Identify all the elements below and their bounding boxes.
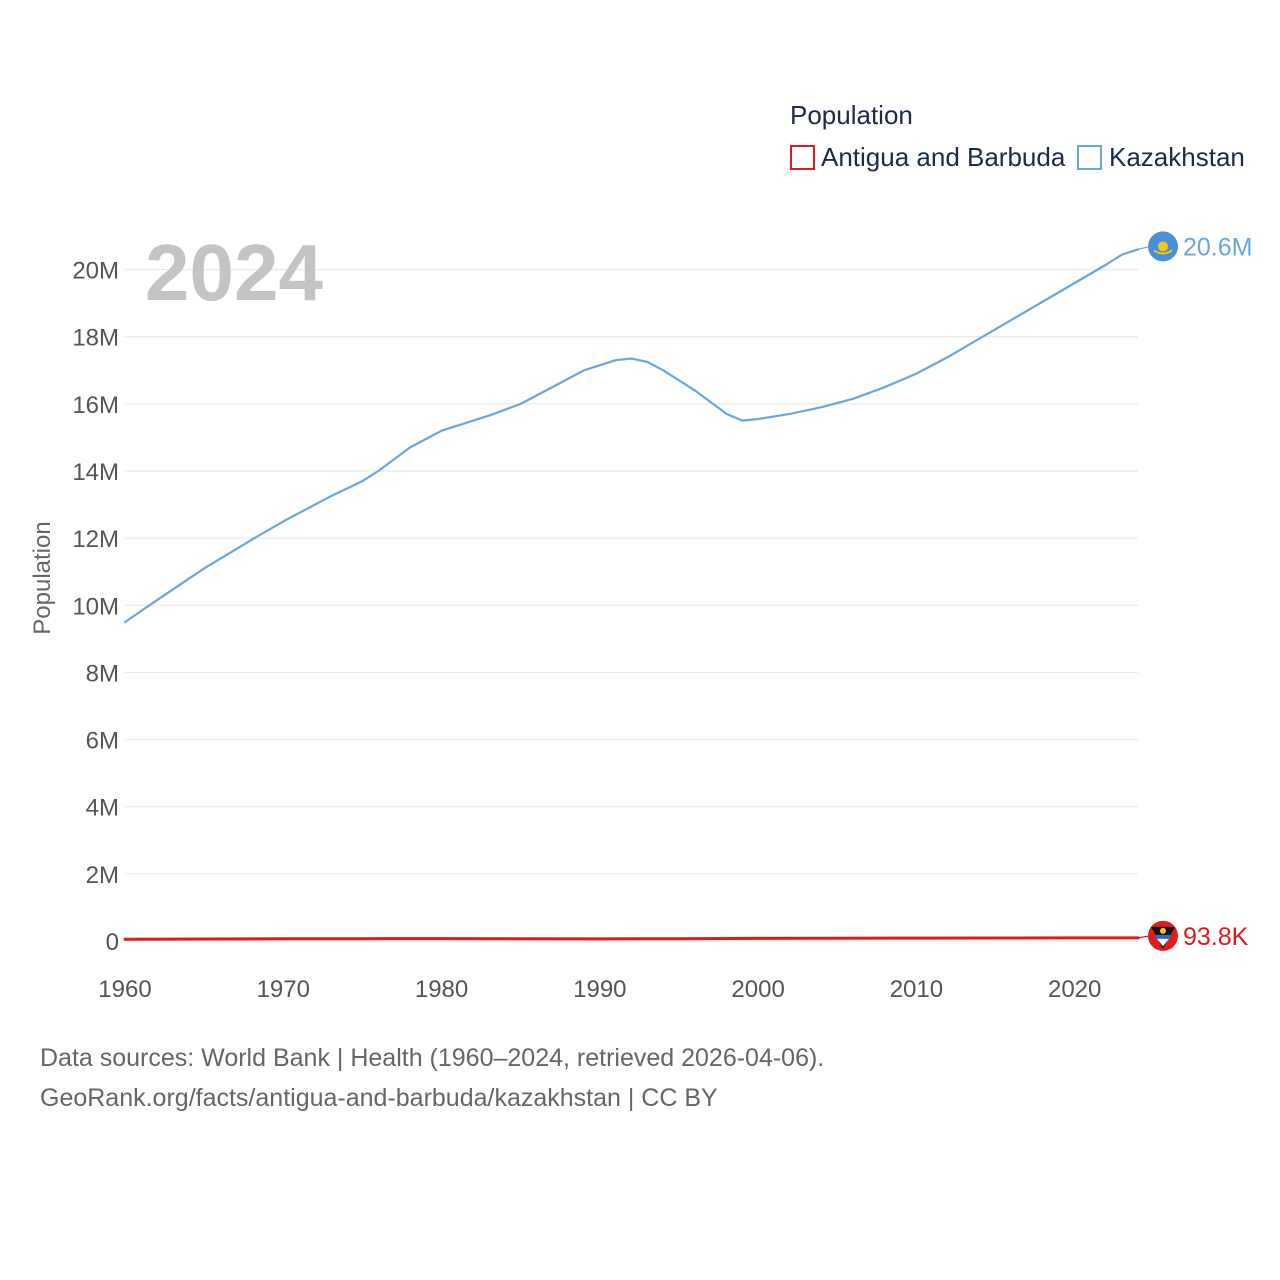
grid-lines — [125, 269, 1138, 942]
x-tick-labels: 1960 1970 1980 1990 2000 2010 2020 — [98, 976, 1101, 1003]
end-value-label-kazakhstan: 20.6M — [1183, 233, 1252, 261]
y-tick-label: 6M — [86, 728, 119, 755]
legend-title: Population — [790, 100, 913, 130]
y-axis-label: Population — [29, 521, 56, 634]
y-tick-label: 14M — [72, 459, 119, 486]
series-line-kazakhstan[interactable] — [123, 248, 1140, 624]
legend-item-kazakhstan[interactable]: Kazakhstan — [1077, 142, 1245, 172]
y-tick-label: 18M — [72, 325, 119, 352]
series-lines — [123, 248, 1140, 941]
x-tick-label: 1960 — [98, 976, 151, 1003]
x-tick-label: 1970 — [257, 976, 310, 1003]
y-tick-label: 2M — [86, 862, 119, 889]
x-tick-label: 1990 — [573, 976, 626, 1003]
x-tick-label: 1980 — [415, 976, 468, 1003]
legend-item-antigua[interactable]: Antigua and Barbuda — [790, 142, 1066, 172]
legend-swatch-antigua — [790, 145, 815, 170]
flag-icon-kazakhstan — [1148, 231, 1178, 262]
y-tick-label: 20M — [72, 258, 119, 285]
footer-url[interactable]: GeoRank.org/facts/antigua-and-barbuda/ka… — [40, 1084, 718, 1112]
footer-sources: Data sources: World Bank | Health (1960–… — [40, 1044, 825, 1072]
year-label: 2024 — [145, 228, 323, 317]
end-value-label-antigua: 93.8K — [1183, 923, 1249, 951]
legend-swatch-kazakhstan — [1077, 145, 1102, 170]
x-tick-label: 2020 — [1048, 976, 1101, 1003]
flag-icon-antigua — [1148, 920, 1178, 951]
y-tick-label: 10M — [72, 593, 119, 620]
y-tick-label: 8M — [86, 660, 119, 687]
legend-label-kazakhstan: Kazakhstan — [1109, 142, 1245, 172]
y-tick-labels: 0 2M 4M 6M 8M 10M 12M 14M 16M 18M 20M — [72, 258, 119, 956]
y-tick-label: 0 — [106, 929, 119, 956]
x-tick-label: 2000 — [731, 976, 784, 1003]
x-tick-label: 2010 — [890, 976, 943, 1003]
end-markers: 93.8K 20.6M — [1137, 231, 1252, 951]
y-tick-label: 16M — [72, 392, 119, 419]
y-tick-label: 12M — [72, 526, 119, 553]
y-tick-label: 4M — [86, 795, 119, 822]
series-line-antigua[interactable] — [123, 936, 1140, 941]
legend: Population Antigua and Barbuda Kazakhsta… — [790, 100, 1245, 172]
end-connector-antigua — [1137, 935, 1151, 939]
end-connector-kazakhstan — [1137, 245, 1151, 251]
legend-label-antigua: Antigua and Barbuda — [821, 142, 1066, 172]
